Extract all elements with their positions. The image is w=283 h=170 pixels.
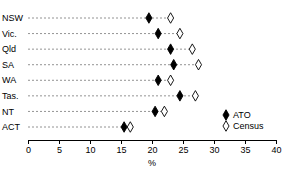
tick-label: 25 xyxy=(178,145,188,155)
dot xyxy=(171,59,177,70)
dot xyxy=(177,28,183,39)
dot xyxy=(168,13,174,24)
tick: 10 xyxy=(85,140,95,155)
tick-mark xyxy=(90,140,91,144)
dot xyxy=(168,44,174,55)
dot xyxy=(121,122,127,133)
tick-label: 40 xyxy=(271,145,281,155)
tick-mark xyxy=(245,140,246,144)
dot xyxy=(192,91,198,102)
dot xyxy=(168,75,174,86)
dot xyxy=(155,28,161,39)
x-axis-title: % xyxy=(148,158,156,168)
tick-label: 10 xyxy=(85,145,95,155)
category-label: NT xyxy=(2,107,14,117)
series xyxy=(121,13,183,133)
tick-label: 0 xyxy=(26,145,31,155)
series xyxy=(127,13,201,133)
tick: 0 xyxy=(26,140,31,155)
dot xyxy=(189,44,195,55)
leader-line xyxy=(28,95,195,96)
tick: 20 xyxy=(147,140,157,155)
dot xyxy=(161,106,167,117)
dot xyxy=(195,59,201,70)
legend-label: Census xyxy=(233,121,264,131)
tick: 25 xyxy=(178,140,188,155)
category-label: ACT xyxy=(2,122,21,132)
tick-mark xyxy=(276,140,277,144)
tick-label: 30 xyxy=(209,145,219,155)
tick: 5 xyxy=(57,140,62,155)
category-label: NSW xyxy=(2,13,24,23)
tick: 15 xyxy=(116,140,126,155)
tick-mark xyxy=(152,140,153,144)
x-axis: 0 5 10 15 20 25 30 35 40 xyxy=(26,140,282,155)
tick-mark xyxy=(183,140,184,144)
dot xyxy=(177,91,183,102)
category-label: WA xyxy=(2,75,16,85)
axis-line xyxy=(29,141,277,145)
dot xyxy=(152,106,158,117)
dot xyxy=(146,13,152,24)
category-label: Qld xyxy=(2,44,16,54)
category-label: Vic. xyxy=(2,29,17,39)
legend-label: ATO xyxy=(233,110,251,120)
tick-mark xyxy=(214,140,215,144)
tick-mark xyxy=(121,140,122,144)
tick-label: 20 xyxy=(147,145,157,155)
leader-line xyxy=(28,127,130,128)
legend: ATOCensus xyxy=(223,110,264,132)
tick-label: 15 xyxy=(116,145,126,155)
leader-line xyxy=(28,80,171,81)
legend-symbol xyxy=(223,121,229,132)
tick-label: 35 xyxy=(240,145,250,155)
plot-area xyxy=(28,13,202,133)
category-label: SA xyxy=(2,60,14,70)
tick-label: 5 xyxy=(57,145,62,155)
dot xyxy=(127,122,133,133)
category-label: Tas. xyxy=(2,91,19,101)
tick-mark xyxy=(28,140,29,144)
tick: 35 xyxy=(240,140,250,155)
chart: NSW Vic. Qld SA WA Tas. NT ACT 0 5 10 15 20 25 30 35 40%… xyxy=(0,0,283,170)
tick: 30 xyxy=(209,140,219,155)
tick-mark xyxy=(59,140,60,144)
leader-line xyxy=(28,111,164,112)
dot xyxy=(155,75,161,86)
category-labels: NSW Vic. Qld SA WA Tas. NT ACT xyxy=(2,13,24,132)
legend-symbol xyxy=(223,110,229,121)
tick: 40 xyxy=(271,140,281,155)
